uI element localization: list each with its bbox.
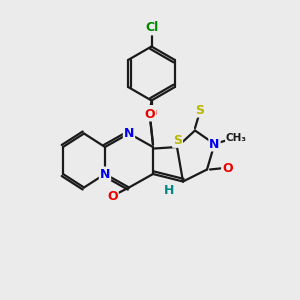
Text: O: O — [107, 190, 118, 203]
Text: CH₃: CH₃ — [226, 133, 247, 143]
Text: H: H — [164, 184, 175, 197]
Text: Cl: Cl — [145, 21, 158, 34]
Text: O: O — [146, 106, 157, 120]
Text: S: S — [195, 103, 204, 117]
Text: N: N — [100, 167, 110, 181]
Text: N: N — [124, 127, 134, 140]
Text: O: O — [222, 161, 233, 175]
Text: O: O — [145, 106, 155, 119]
Text: O: O — [145, 107, 155, 121]
Text: N: N — [209, 137, 220, 151]
Text: S: S — [173, 134, 182, 147]
